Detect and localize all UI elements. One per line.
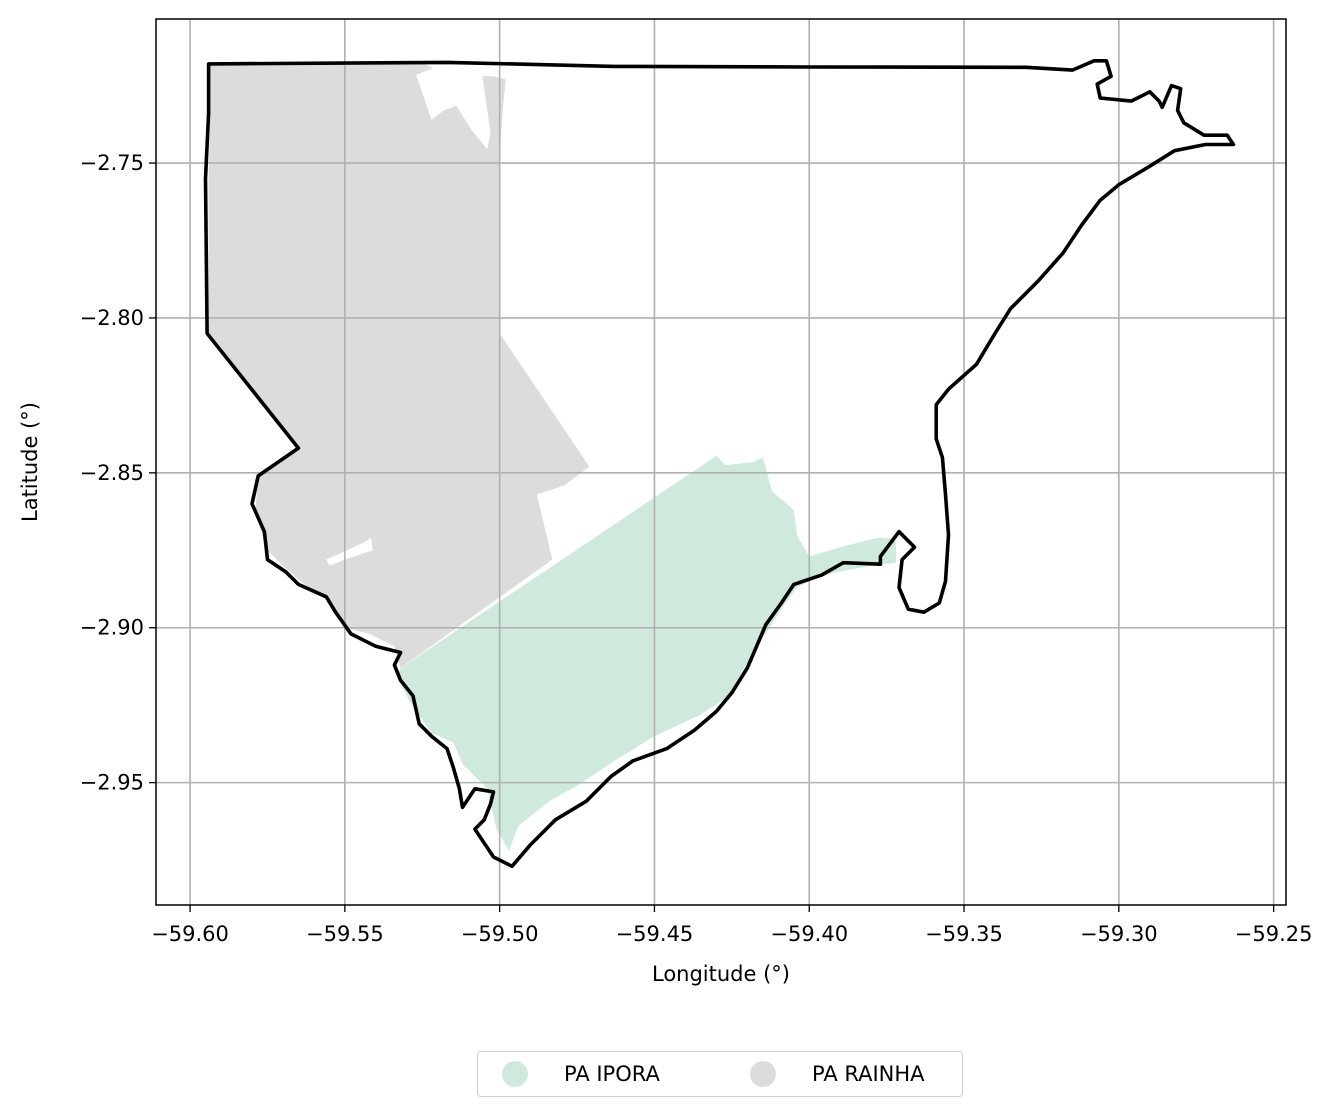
legend-item-pa-rainha: PA RAINHA bbox=[750, 1052, 925, 1096]
legend-marker-pa-rainha bbox=[750, 1061, 776, 1087]
legend-label-pa-rainha: PA RAINHA bbox=[812, 1062, 925, 1086]
y-tick-label: −2.95 bbox=[80, 771, 144, 795]
plot-frame bbox=[155, 18, 1287, 906]
y-tick-label: −2.85 bbox=[80, 461, 144, 485]
x-tick-label: −59.55 bbox=[306, 922, 384, 946]
y-axis-label: Latitude (°) bbox=[18, 402, 42, 522]
grid-layer bbox=[156, 19, 1286, 905]
y-tick-label: −2.90 bbox=[80, 616, 144, 640]
boundary-layer bbox=[203, 58, 1236, 869]
x-tick-label: −59.60 bbox=[151, 922, 229, 946]
legend: PA IPORA PA RAINHA bbox=[477, 1051, 963, 1097]
region-gap-west bbox=[326, 537, 373, 566]
legend-item-pa-ipora: PA IPORA bbox=[502, 1052, 660, 1096]
x-tick-label: −59.30 bbox=[1080, 922, 1158, 946]
region-gap-north bbox=[416, 65, 491, 150]
legend-label-pa-ipora: PA IPORA bbox=[564, 1062, 660, 1086]
legend-marker-pa-ipora bbox=[502, 1061, 528, 1087]
region-pa-rainha bbox=[207, 63, 590, 668]
x-tick-label: −59.50 bbox=[461, 922, 539, 946]
x-tick-label: −59.35 bbox=[925, 922, 1003, 946]
municipality-boundary bbox=[203, 58, 1236, 869]
x-tick-label: −59.45 bbox=[616, 922, 694, 946]
region-pa-ipora bbox=[397, 455, 896, 851]
x-tick-label: −59.40 bbox=[770, 922, 848, 946]
x-tick-label: −59.25 bbox=[1235, 922, 1313, 946]
y-tick-label: −2.80 bbox=[80, 306, 144, 330]
x-axis-label: Longitude (°) bbox=[652, 962, 790, 986]
ticks-layer: −59.60 −59.55 −59.50 −59.45 −59.40 −59.35 −59.… bbox=[80, 151, 1313, 946]
regions-layer bbox=[207, 63, 896, 851]
y-tick-label: −2.75 bbox=[80, 151, 144, 175]
